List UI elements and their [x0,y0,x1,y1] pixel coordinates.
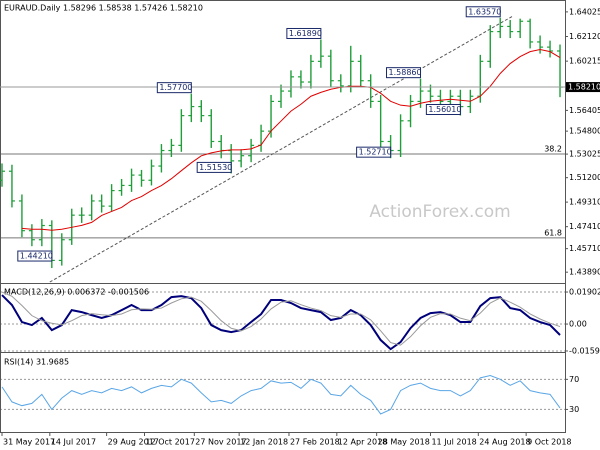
y-tick-label: 30 [569,405,579,414]
annotation-box [156,82,192,94]
annotation-label: 1.56010 [428,105,461,114]
y-tick-label: 70 [569,375,579,384]
last-price-box [566,82,600,93]
x-tick-label: 31 May 2017 [3,438,55,447]
moving-average [21,49,561,231]
annotation-label: 1.63570 [468,7,501,16]
annotation-label: 1.61890 [289,29,322,38]
y-tick-label: 1.47410 [569,222,600,231]
annotation-box [286,27,322,39]
watermark: ActionForex.com [369,202,510,222]
frame [0,0,566,433]
x-tick-label: 24 Aug 2018 [479,438,530,447]
x-tick-label: 12 Jan 2018 [240,438,288,447]
y-tick-label: 1.53025 [569,150,600,159]
x-tick-label: 28 May 2018 [378,438,430,447]
y-tick-label: -0.01599 [569,346,600,355]
annotation-box [356,146,392,158]
level-label: 38.2 [544,145,562,154]
rsi-line [1,375,561,415]
level-label: 61.8 [544,228,562,237]
y-tick-label: 1.54800 [569,127,600,136]
y-tick-label: 1.56405 [569,106,600,115]
annotation-label: 1.51530 [199,163,232,172]
x-tick-label: 14 Jul 2017 [51,438,96,447]
x-tick-label: 12 Apr 2018 [338,438,387,447]
annotation-label: 1.57700 [159,83,192,92]
chart-title: EURAUD.Daily 1.58296 1.58538 1.57426 1.5… [4,4,203,13]
y-tick-label: 1.62120 [569,32,600,41]
last-price-label: 1.58210 [568,83,600,92]
annotation-box [465,6,501,18]
y-tick-label: 1.43890 [569,268,600,277]
rsi-title: RSI(14) 31.9685 [4,358,69,367]
macd-line [1,294,561,351]
x-tick-label: 9 Oct 2018 [527,438,571,447]
y-tick-label: 0.00 [569,320,587,329]
x-tick-label: 27 Feb 2018 [290,438,340,447]
annotation-box [17,250,53,262]
trendline [49,15,514,283]
annotation-label: 1.52710 [359,148,392,157]
x-tick-label: 12 Oct 2017 [145,438,194,447]
annotation-label: 1.44210 [20,252,53,261]
macd-line [1,291,561,346]
annotation-box [425,103,461,115]
y-tick-label: 0.019024 [569,288,600,297]
annotation-label: 1.58860 [389,68,422,77]
y-tick-label: 1.51200 [569,173,600,182]
annotation-box [196,161,232,173]
y-tick-label: 1.64025 [569,7,600,16]
x-tick-label: 11 Jul 2018 [431,438,476,447]
annotation-box [386,67,422,79]
y-tick-label: 1.45710 [569,244,600,253]
y-tick-label: 1.60215 [569,57,600,66]
x-tick-label: 29 Aug 2017 [108,438,159,447]
y-tick-label: 1.49310 [569,198,600,207]
x-tick-label: 27 Nov 2017 [195,438,246,447]
macd-title: MACD(12,26,9) 0.006372 -0.001506 [4,288,149,297]
